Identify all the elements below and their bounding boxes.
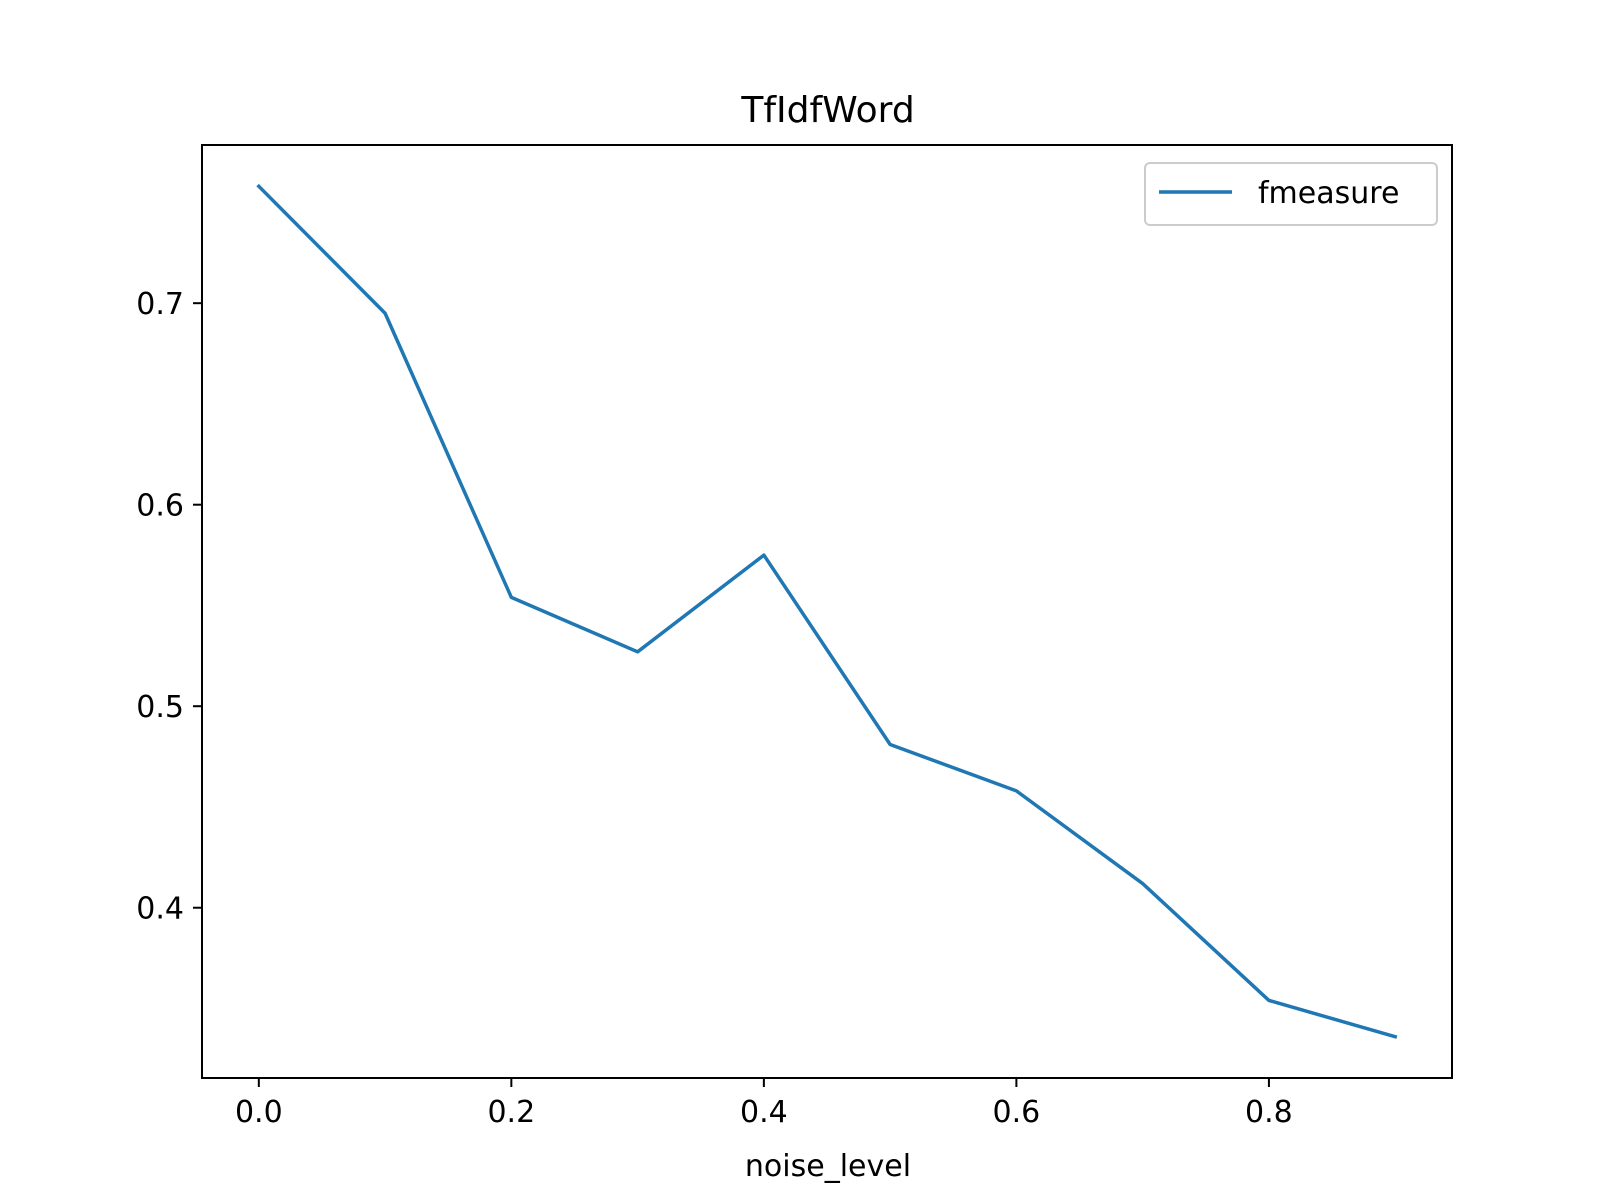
chart-title: TfIdfWord xyxy=(740,90,914,131)
y-tick-label: 0.4 xyxy=(136,892,184,927)
y-tick-label: 0.6 xyxy=(136,489,184,524)
y-tick-label: 0.5 xyxy=(136,690,184,725)
x-tick-label: 0.2 xyxy=(487,1095,535,1130)
legend: fmeasure xyxy=(1145,163,1437,225)
x-tick-label: 0.0 xyxy=(235,1095,283,1130)
x-tick-label: 0.4 xyxy=(740,1095,788,1130)
x-tick-label: 0.8 xyxy=(1245,1095,1293,1130)
legend-label-fmeasure: fmeasure xyxy=(1258,176,1399,211)
x-axis-title: noise_level xyxy=(745,1149,911,1184)
y-tick-label: 0.7 xyxy=(136,287,184,322)
x-tick-label: 0.6 xyxy=(993,1095,1041,1130)
